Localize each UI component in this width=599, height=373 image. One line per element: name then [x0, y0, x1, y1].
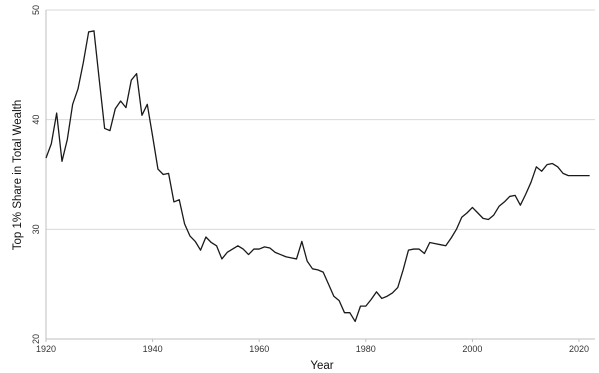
axes	[45, 10, 595, 342]
x-tick-label-1980: 1980	[356, 344, 376, 354]
y-tick-label-20: 20	[31, 334, 41, 344]
y-tick-label-40: 40	[31, 115, 41, 125]
x-tick-label-1920: 1920	[36, 344, 56, 354]
tick-labels: 20 30 40 50 1920 1940 1960 1980 2000 2020	[31, 5, 589, 354]
x-tick-label-2000: 2000	[462, 344, 482, 354]
x-axis-title: Year	[310, 360, 333, 372]
x-tick-label-1960: 1960	[249, 344, 269, 354]
series-line-0	[45, 30, 590, 323]
y-tick-label-50: 50	[31, 5, 41, 15]
gridlines	[46, 9, 595, 340]
y-tick-label-30: 30	[31, 224, 41, 234]
y-axis-title: Top 1% Share in Total Wealth	[12, 100, 24, 250]
series-layer	[45, 30, 590, 323]
x-tick-label-1940: 1940	[143, 344, 163, 354]
x-tick-label-2020: 2020	[569, 344, 589, 354]
